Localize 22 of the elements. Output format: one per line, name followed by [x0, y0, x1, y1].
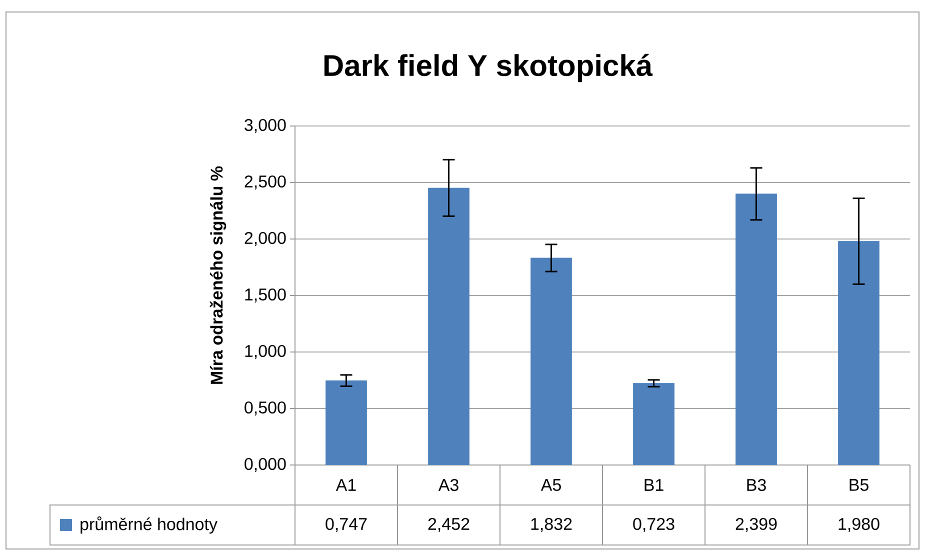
x-tick-label: A5: [540, 479, 561, 491]
legend-label: průměrné hodnoty: [80, 516, 218, 534]
x-tick-label: B5: [850, 479, 868, 491]
y-tick-label: 1,000: [245, 344, 286, 360]
x-tick-label: B3: [747, 478, 766, 492]
data-label: 0,723: [633, 518, 674, 532]
y-axis-title: Míra odraženého signálu %: [210, 166, 226, 384]
x-tick-label: B1: [644, 479, 664, 491]
y-tick-label: 2,000: [244, 232, 286, 246]
data-label: 0,747: [326, 518, 367, 532]
data-label: 1,980: [838, 518, 880, 532]
y-tick-label: 0,000: [244, 458, 286, 472]
x-tick-label: A1: [336, 479, 356, 491]
y-tick-label: 0,500: [244, 401, 286, 416]
y-tick-label: 1,500: [245, 288, 286, 303]
x-tick-label: A3: [438, 478, 458, 492]
data-label: 2,452: [428, 518, 470, 532]
data-label: 1,832: [531, 518, 572, 532]
y-tick-label: 2,500: [244, 175, 286, 190]
chart-title: Dark field Y skotopická: [324, 54, 653, 82]
y-tick-label: 3,000: [244, 118, 286, 134]
data-label: 2,399: [736, 518, 777, 532]
